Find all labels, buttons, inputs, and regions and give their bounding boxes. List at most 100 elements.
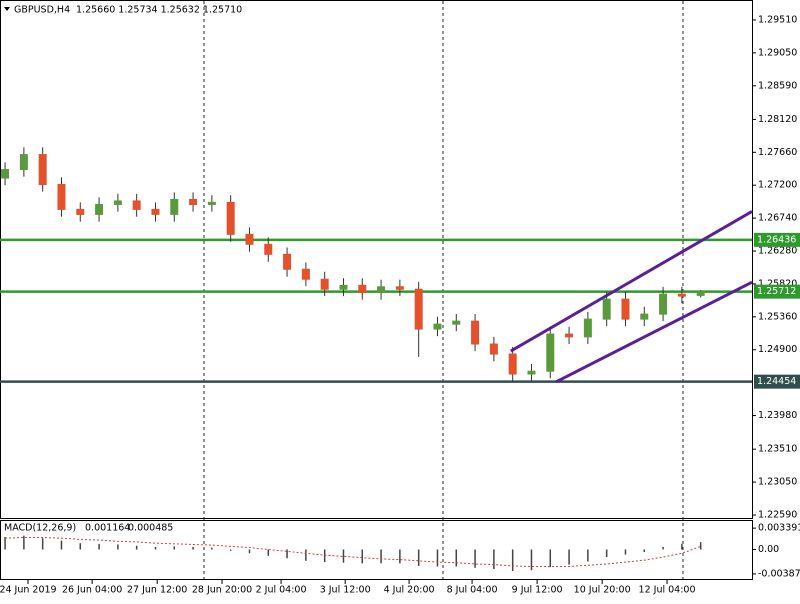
macd-bar (436, 549, 439, 567)
y-tick-label: 1.23050 (758, 477, 797, 488)
candle-body (189, 198, 198, 205)
macd-bar (41, 538, 44, 550)
macd-bar (455, 549, 458, 567)
y-tick-label: 1.27660 (758, 147, 797, 158)
candle-body (207, 201, 216, 205)
candle-body (677, 293, 686, 297)
macd-bar (173, 546, 176, 550)
macd-bar (305, 549, 307, 561)
candle-body (132, 200, 141, 210)
macd-bar (417, 549, 420, 566)
macd-bar (662, 546, 664, 550)
candle-body (565, 333, 574, 338)
candle-body (433, 323, 442, 330)
macd-bar (643, 549, 646, 553)
y-tick-label: 1.26280 (758, 246, 797, 257)
macd-title: MACD(12,26,9) (4, 523, 76, 534)
x-tick-label: 26 Jun 04:00 (62, 585, 122, 596)
candle-body (19, 154, 28, 171)
menu-arrow (4, 7, 10, 11)
level-label: 1.25712 (757, 286, 796, 297)
candle-body (621, 298, 630, 320)
macd-bar (530, 549, 533, 571)
y-tick-label: 1.29050 (758, 47, 797, 58)
candle-body (452, 320, 461, 325)
candle-body (1, 169, 10, 179)
level-label-box (754, 284, 800, 299)
x-tick-label: 28 Jun 20:00 (192, 585, 252, 596)
y-tick-label: 1.23510 (758, 444, 797, 455)
level-label: 1.24454 (757, 376, 796, 387)
candle-body (151, 208, 160, 215)
macd-bar (493, 549, 495, 570)
candle-body (640, 313, 649, 320)
candle-body (76, 208, 85, 215)
candle-body (320, 278, 329, 290)
macd-bar (361, 549, 364, 564)
candle-body (489, 343, 498, 355)
candle-body (339, 284, 348, 290)
macd-frame (0, 520, 753, 580)
macd-bar (79, 543, 82, 550)
candle-body (395, 286, 404, 290)
candle-body (583, 318, 592, 338)
candle-body (57, 183, 66, 210)
macd-bar (587, 549, 589, 562)
macd-bar (135, 545, 138, 550)
macd-bar (568, 549, 570, 565)
macd-y-tick-label: 0.003391 (758, 523, 800, 534)
macd-signal (5, 537, 701, 568)
macd-bar (511, 549, 514, 571)
macd-bar (681, 543, 683, 550)
candle-body (113, 200, 122, 205)
macd-bar (192, 546, 194, 550)
x-tick-label: 12 Jul 04:00 (639, 585, 696, 596)
candle-body (696, 291, 705, 296)
level-label-box (754, 374, 800, 389)
macd-y-tick-label: -0.003871 (758, 568, 800, 579)
plot-layer: 1.29510 1.29050 1.28590 1.28120 1.27660 1.272… (0, 14, 800, 596)
candle-body (170, 198, 179, 215)
candle-body (358, 284, 367, 294)
candle-body (245, 233, 254, 245)
channel-line (555, 280, 753, 384)
macd-bar (323, 549, 326, 563)
y-tick-label: 1.26740 (758, 213, 797, 224)
macd-bar (380, 549, 382, 564)
candle-body (471, 320, 480, 345)
ohlc-label: 1.25660 1.25734 1.25632 1.25710 (76, 5, 242, 16)
macd-bar (624, 549, 627, 555)
candle-body (95, 203, 104, 215)
candle-body (508, 353, 517, 375)
symbol: GBPUSD,H4 (14, 5, 70, 16)
macd-bar (154, 546, 157, 550)
candle-body (226, 201, 235, 235)
candle-body (38, 154, 47, 185)
x-tick-label: 8 Jul 04:00 (447, 585, 498, 596)
macd-bar (211, 547, 213, 550)
level-label-box (754, 232, 800, 247)
y-tick-label: 1.27200 (758, 180, 797, 191)
y-tick-label: 1.28120 (758, 114, 797, 125)
y-tick-label: 1.28590 (758, 80, 797, 91)
x-tick-label: 3 Jul 12:00 (320, 585, 371, 596)
y-tick-label: 1.29510 (758, 14, 797, 25)
macd-bar (60, 540, 63, 550)
x-tick-label: 9 Jul 12:00 (512, 585, 563, 596)
macd-bar (474, 549, 476, 568)
macd-bar (549, 549, 552, 568)
macd-signal-value: 0.000485 (128, 523, 173, 534)
y-tick-label: 1.25360 (758, 311, 797, 322)
x-tick-label: 24 Jun 2019 (0, 585, 57, 596)
level-label: 1.26436 (757, 234, 796, 245)
x-tick-label: 27 Jun 12:00 (127, 585, 187, 596)
candle-body (527, 370, 536, 375)
candle-body (602, 298, 611, 320)
candle-body (546, 333, 555, 372)
candle-body (264, 243, 273, 255)
y-tick-label: 1.24900 (758, 344, 797, 355)
macd-bar (605, 549, 608, 558)
y-tick-label: 1.22590 (758, 509, 797, 520)
channel-line (510, 210, 753, 353)
